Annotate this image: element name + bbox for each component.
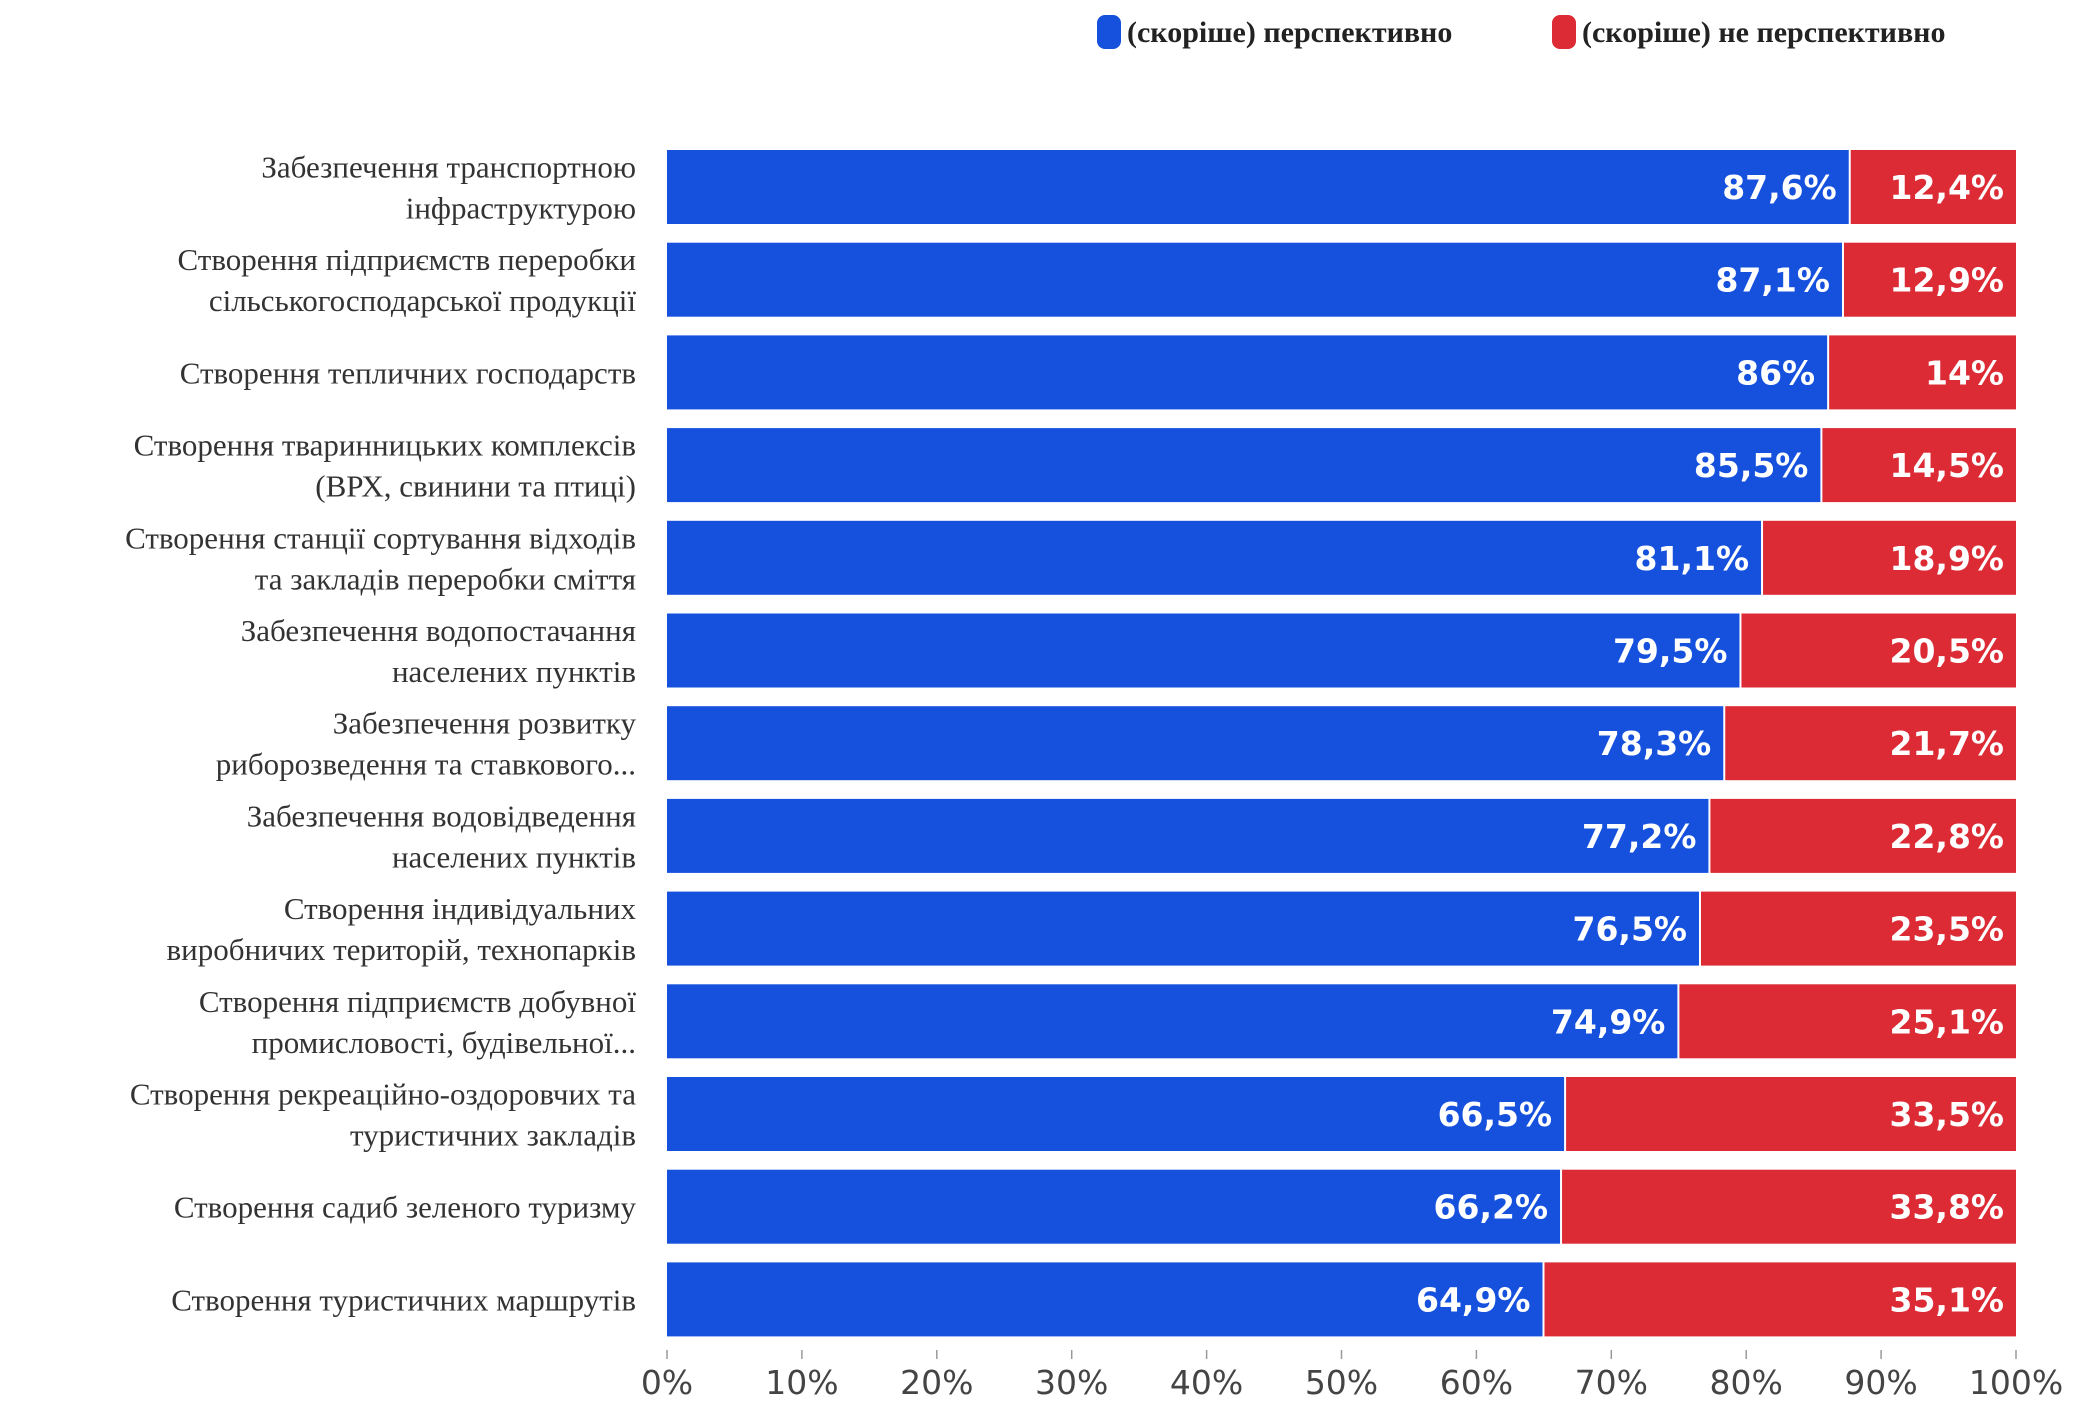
value-label-12-1: 35,1% bbox=[1890, 1280, 2005, 1319]
bar-segment-4-0 bbox=[667, 520, 1762, 595]
value-label-5-1: 20,5% bbox=[1890, 632, 2005, 671]
category-label-9-0: Створення підприємств добувної bbox=[199, 984, 637, 1019]
bar-segment-0-0 bbox=[667, 150, 1849, 224]
category-label-6-1: риборозведення та ставкового... bbox=[216, 747, 636, 782]
category-label-1-1: сільськогосподарської продукції bbox=[209, 283, 637, 318]
x-tick-label-5: 50% bbox=[1305, 1363, 1378, 1402]
x-tick-label-1: 10% bbox=[765, 1363, 838, 1402]
category-label-1-0: Створення підприємств переробки bbox=[178, 242, 637, 277]
legend-swatch-1 bbox=[1552, 15, 1576, 49]
category-label-2-0: Створення тепличних господарств bbox=[180, 355, 636, 390]
bar-segment-5-1 bbox=[1741, 613, 2016, 688]
category-label-10-0: Створення рекреаційно-оздоровчих та bbox=[130, 1077, 636, 1112]
x-tick-label-10: 100% bbox=[1969, 1363, 2063, 1402]
x-tick-label-2: 20% bbox=[900, 1363, 973, 1402]
value-label-3-0: 85,5% bbox=[1694, 446, 1809, 485]
x-tick-label-4: 40% bbox=[1170, 1363, 1243, 1402]
value-label-2-1: 14% bbox=[1925, 353, 2004, 392]
x-tick-label-0: 0% bbox=[641, 1363, 693, 1402]
legend: (скоріше) перспективно (скоріше) не персп… bbox=[1097, 15, 1945, 49]
value-label-9-1: 25,1% bbox=[1890, 1002, 2005, 1041]
category-label-9-1: промисловості, будівельної... bbox=[252, 1025, 636, 1060]
x-tick-label-7: 70% bbox=[1575, 1363, 1648, 1402]
bar-segment-7-1 bbox=[1710, 798, 2016, 873]
bar-segment-2-0 bbox=[667, 335, 1828, 410]
category-label-6-0: Забезпечення розвитку bbox=[333, 706, 637, 741]
x-tick-label-8: 80% bbox=[1710, 1363, 1783, 1402]
value-label-7-1: 22,8% bbox=[1890, 817, 2005, 856]
value-label-7-0: 77,2% bbox=[1582, 817, 1697, 856]
x-axis: 0% 10% 20% 30% 40% 50% 60% 70% 80% 90% 100% bbox=[641, 1350, 2063, 1402]
bar-segment-11-0 bbox=[667, 1169, 1561, 1244]
bar-segment-2-1 bbox=[1829, 335, 2016, 410]
value-label-6-1: 21,7% bbox=[1890, 724, 2005, 763]
category-label-3-0: Створення тваринницьких комплексів bbox=[134, 428, 636, 463]
value-label-12-0: 64,9% bbox=[1416, 1280, 1531, 1319]
value-label-1-1: 12,9% bbox=[1890, 261, 2005, 300]
value-label-10-1: 33,5% bbox=[1890, 1095, 2005, 1134]
category-label-11-0: Створення садиб зеленого туризму bbox=[174, 1190, 637, 1225]
bar-segment-0-1 bbox=[1850, 150, 2016, 224]
bar-segment-9-0 bbox=[667, 984, 1678, 1059]
bar-segment-12-0 bbox=[667, 1262, 1543, 1337]
value-label-0-1: 12,4% bbox=[1890, 168, 2005, 207]
bar-segment-6-0 bbox=[667, 706, 1724, 781]
value-label-1-0: 87,1% bbox=[1715, 261, 1830, 300]
legend-swatch-0 bbox=[1097, 15, 1121, 49]
bar-segment-1-1 bbox=[1843, 242, 2016, 317]
bar-segment-8-0 bbox=[667, 891, 1699, 966]
bars-group: 87,6% 12,4% 87,1% 12,9% 86% 14% 85,5% 14,5% 81,1… bbox=[667, 150, 2016, 1337]
x-tick-label-3: 30% bbox=[1035, 1363, 1108, 1402]
value-label-8-0: 76,5% bbox=[1572, 910, 1687, 949]
category-label-4-1: та закладів переробки сміття bbox=[255, 561, 636, 596]
category-label-8-0: Створення індивідуальних bbox=[284, 891, 637, 926]
bar-segment-7-0 bbox=[667, 798, 1709, 873]
bar-segment-3-0 bbox=[667, 428, 1821, 503]
value-label-9-0: 74,9% bbox=[1551, 1002, 1666, 1041]
bar-segment-5-0 bbox=[667, 613, 1740, 688]
bar-segment-4-1 bbox=[1763, 520, 2016, 595]
bar-segment-3-1 bbox=[1822, 428, 2016, 503]
category-label-12-0: Створення туристичних маршрутів bbox=[171, 1282, 636, 1317]
value-label-3-1: 14,5% bbox=[1890, 446, 2005, 485]
category-label-10-1: туристичних закладів bbox=[350, 1118, 636, 1153]
bar-segment-8-1 bbox=[1700, 891, 2016, 966]
value-label-2-0: 86% bbox=[1736, 353, 1815, 392]
category-label-0-1: інфраструктурою bbox=[406, 191, 636, 226]
x-tick-label-9: 90% bbox=[1844, 1363, 1917, 1402]
bar-segment-1-0 bbox=[667, 242, 1842, 317]
bar-segment-10-0 bbox=[667, 1077, 1565, 1151]
legend-label-1: (скоріше) не перспективно bbox=[1582, 16, 1945, 49]
x-tick-label-6: 60% bbox=[1440, 1363, 1513, 1402]
category-labels: Забезпечення транспортною інфраструктурою… bbox=[125, 150, 636, 1318]
category-label-8-1: виробничих територій, технопарків bbox=[167, 932, 637, 967]
value-label-11-0: 66,2% bbox=[1434, 1188, 1549, 1227]
value-label-4-0: 81,1% bbox=[1635, 539, 1750, 578]
category-label-5-0: Забезпечення водопостачання bbox=[241, 613, 636, 648]
category-label-0-0: Забезпечення транспортною bbox=[261, 150, 636, 185]
bar-segment-12-1 bbox=[1544, 1262, 2016, 1337]
bar-segment-11-1 bbox=[1562, 1169, 2016, 1244]
bar-segment-9-1 bbox=[1679, 984, 2016, 1059]
value-label-6-0: 78,3% bbox=[1597, 724, 1712, 763]
category-label-4-0: Створення станції сортування відходів bbox=[125, 520, 636, 555]
category-label-5-1: населених пунктів bbox=[392, 654, 636, 689]
category-label-7-0: Забезпечення водовідведення bbox=[247, 798, 636, 833]
category-label-7-1: населених пунктів bbox=[392, 839, 636, 874]
value-label-4-1: 18,9% bbox=[1890, 539, 2005, 578]
value-label-10-0: 66,5% bbox=[1438, 1095, 1553, 1134]
legend-label-0: (скоріше) перспективно bbox=[1127, 16, 1452, 49]
value-label-11-1: 33,8% bbox=[1890, 1188, 2005, 1227]
value-label-5-0: 79,5% bbox=[1613, 632, 1728, 671]
category-label-3-1: (ВРХ, свинини та птиці) bbox=[315, 469, 636, 504]
value-label-8-1: 23,5% bbox=[1890, 910, 2005, 949]
value-label-0-0: 87,6% bbox=[1722, 168, 1837, 207]
bar-segment-10-1 bbox=[1566, 1077, 2016, 1151]
bar-segment-6-1 bbox=[1725, 706, 2016, 781]
